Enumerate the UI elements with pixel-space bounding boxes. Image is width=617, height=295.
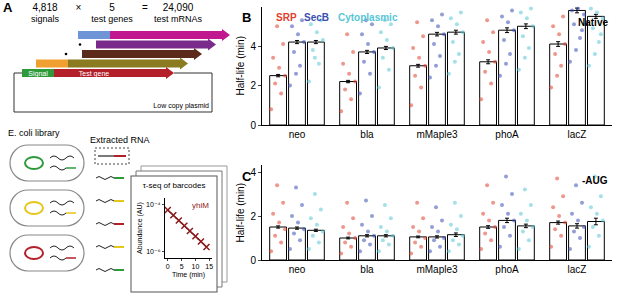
svg-text:SecB: SecB xyxy=(304,12,329,23)
svg-text:bla: bla xyxy=(360,264,374,275)
svg-text:15: 15 xyxy=(205,263,213,270)
svg-text:test genes: test genes xyxy=(91,14,133,24)
svg-text:lacZ: lacZ xyxy=(568,129,587,140)
svg-text:A: A xyxy=(3,0,13,15)
svg-text:C: C xyxy=(242,169,252,184)
svg-text:E. coli library: E. coli library xyxy=(8,128,60,138)
svg-text:Time (min): Time (min) xyxy=(172,271,205,279)
svg-text:2: 2 xyxy=(250,80,256,91)
svg-text:Low copy plasmid: Low copy plasmid xyxy=(153,102,209,110)
svg-text:Abundance (AU): Abundance (AU) xyxy=(136,202,144,254)
svg-text:Native: Native xyxy=(578,17,608,28)
svg-text:0: 0 xyxy=(166,263,170,270)
svg-text:4: 4 xyxy=(250,41,256,52)
svg-text:5: 5 xyxy=(180,263,184,270)
svg-text:Extracted RNA: Extracted RNA xyxy=(90,135,150,145)
svg-text:neo: neo xyxy=(289,264,306,275)
svg-text:4,818: 4,818 xyxy=(32,2,57,13)
svg-text:0: 0 xyxy=(250,120,256,131)
svg-text:Signal: Signal xyxy=(28,70,48,78)
svg-text:phoA: phoA xyxy=(495,264,519,275)
svg-text:test mRNAs: test mRNAs xyxy=(154,14,203,24)
svg-text:mMaple3: mMaple3 xyxy=(416,129,458,140)
svg-text:×: × xyxy=(76,2,82,13)
svg-text:10: 10 xyxy=(192,263,200,270)
svg-text:signals: signals xyxy=(31,14,60,24)
svg-text:mMaple3: mMaple3 xyxy=(416,264,458,275)
svg-text:10⁻⁶: 10⁻⁶ xyxy=(146,248,160,255)
svg-text:0: 0 xyxy=(250,255,256,266)
svg-text:10⁻⁴: 10⁻⁴ xyxy=(146,201,161,208)
svg-text:=: = xyxy=(142,2,148,13)
svg-text:bla: bla xyxy=(360,129,374,140)
svg-text:τ-seq of barcodes: τ-seq of barcodes xyxy=(143,181,206,190)
svg-text:Cytoplasmic: Cytoplasmic xyxy=(338,12,398,23)
svg-text:phoA: phoA xyxy=(495,129,519,140)
svg-text:24,090: 24,090 xyxy=(163,2,194,13)
svg-text:B: B xyxy=(242,10,251,25)
svg-text:5: 5 xyxy=(109,2,115,13)
svg-text:Test gene: Test gene xyxy=(79,70,109,78)
svg-text:Half-life (min): Half-life (min) xyxy=(235,36,246,95)
svg-text:2: 2 xyxy=(250,211,256,222)
svg-text:neo: neo xyxy=(289,129,306,140)
svg-text:4: 4 xyxy=(250,167,256,178)
svg-text:SRP: SRP xyxy=(276,12,297,23)
svg-text:Half-life (min): Half-life (min) xyxy=(235,183,246,242)
svg-text:-AUG: -AUG xyxy=(582,175,608,186)
svg-text:yhiM: yhiM xyxy=(192,201,209,210)
svg-text:lacZ: lacZ xyxy=(568,264,587,275)
